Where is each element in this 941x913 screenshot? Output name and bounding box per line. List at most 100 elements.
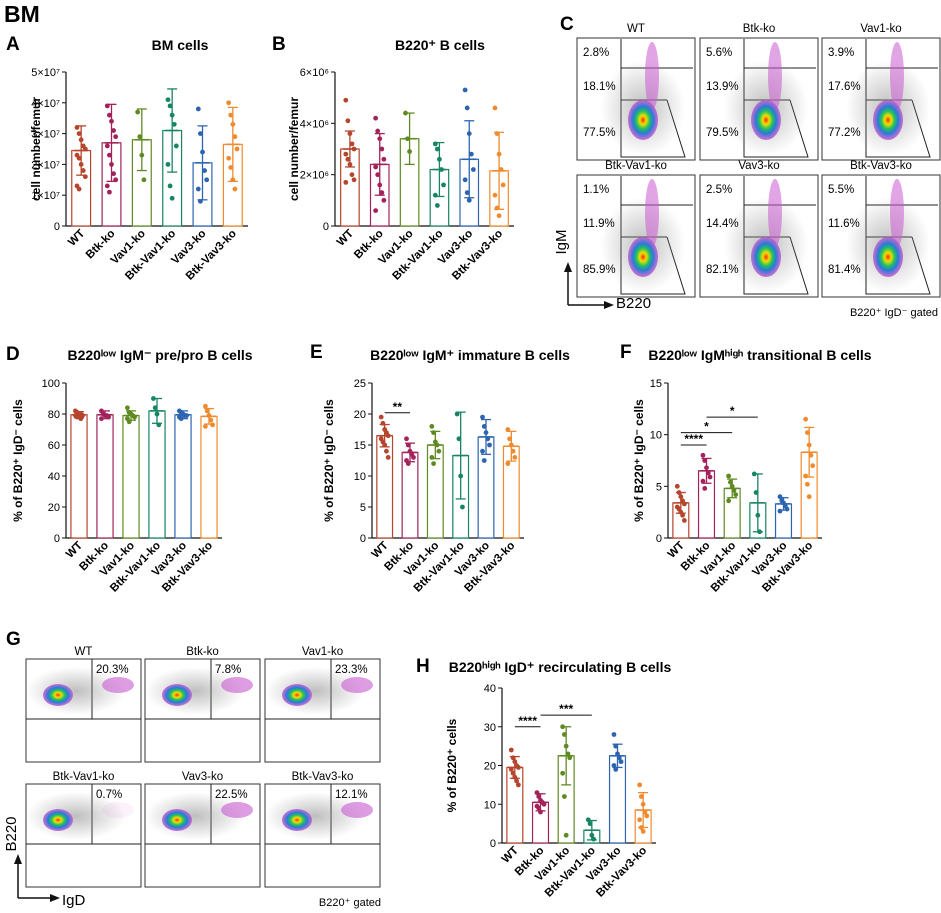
y-tick-label: 0: [490, 838, 496, 850]
data-point: [141, 177, 147, 183]
data-point: [777, 508, 783, 514]
data-point: [78, 162, 84, 167]
gate-pct: 0.7%: [96, 789, 122, 801]
data-point: [514, 778, 520, 784]
data-point: [753, 490, 759, 495]
flow-x-axis-label: IgD: [62, 892, 86, 909]
significance-label: ****: [684, 432, 703, 446]
data-point: [437, 156, 442, 162]
data-point: [704, 465, 709, 471]
cell-density: [873, 237, 903, 277]
bar: [200, 415, 218, 539]
data-point: [228, 112, 234, 118]
data-point: [198, 131, 203, 137]
data-point: [487, 442, 492, 448]
data-point: [585, 817, 591, 823]
data-point: [156, 422, 162, 428]
bar: [70, 414, 88, 539]
data-point: [492, 192, 498, 198]
data-point: [637, 817, 643, 823]
data-point: [195, 186, 201, 192]
data-point: [104, 103, 110, 109]
data-point: [195, 106, 201, 112]
y-tick-label: 2×10⁶: [300, 170, 329, 182]
cell-streak: [645, 179, 659, 247]
data-point: [464, 190, 470, 196]
data-point: [111, 128, 116, 133]
y-tick-label: 3×10⁷: [31, 129, 60, 141]
y-tick-label: 15: [354, 440, 366, 452]
data-point: [563, 743, 569, 749]
data-point: [591, 836, 597, 842]
data-point: [104, 183, 110, 189]
data-point: [228, 165, 234, 170]
panel-label-e: E: [310, 342, 323, 363]
data-point: [99, 416, 104, 422]
chart-e: B220ˡᵒʷ IgM⁺ immature B cells 0 5 10 15 20 25%…: [322, 347, 570, 595]
data-point: [454, 411, 460, 417]
data-point: [726, 498, 732, 504]
gate-pct-top: 5.6%: [706, 47, 732, 59]
data-point: [113, 177, 119, 183]
data-point: [466, 197, 472, 203]
y-tick-label: 25: [354, 378, 366, 390]
data-point: [351, 177, 357, 183]
chart-title: B220ˡᵒʷ IgMʰⁱᵍʰ transitional B cells: [648, 347, 871, 363]
cell-density-igd: [341, 677, 373, 693]
data-point: [589, 832, 595, 838]
bar: [401, 451, 419, 539]
data-point: [78, 416, 84, 422]
data-point: [184, 413, 189, 418]
y-arrow-head: [14, 854, 22, 864]
data-point: [82, 146, 88, 152]
data-point: [405, 461, 411, 466]
gate-pct-mid: 18.1%: [583, 81, 616, 93]
y-arrow-head: [564, 262, 572, 272]
chart-title: B220⁺ B cells: [395, 37, 485, 53]
y-tick-label: 5×10⁷: [31, 67, 60, 79]
y-tick-label: 40: [48, 471, 60, 483]
data-point: [561, 794, 567, 799]
data-point: [726, 473, 732, 479]
data-point: [733, 492, 739, 497]
data-point: [700, 452, 706, 458]
data-point: [534, 790, 540, 796]
flow-x-axis-label: B220: [616, 295, 651, 312]
cell-density: [162, 684, 192, 706]
flow-plot-title: Vav1-ko: [302, 646, 343, 658]
gate-pct-mid: 17.6%: [828, 81, 861, 93]
category-label: WT: [666, 540, 687, 561]
data-point: [375, 172, 381, 178]
panel-label-b: B: [272, 34, 286, 55]
data-point: [751, 471, 757, 477]
data-point: [674, 483, 680, 489]
data-point: [107, 189, 112, 195]
cell-density: [43, 684, 73, 706]
data-point: [615, 751, 620, 757]
data-point: [429, 424, 435, 429]
gate-pct-mid: 14.4%: [706, 218, 739, 230]
data-point: [382, 442, 388, 448]
gate-pct-top: 5.5%: [828, 184, 854, 196]
category-label: WT: [66, 228, 87, 249]
data-point: [727, 479, 733, 485]
data-point: [200, 149, 205, 155]
data-point: [74, 125, 80, 130]
data-point: [349, 141, 355, 147]
cell-density: [628, 100, 658, 140]
data-point: [405, 442, 411, 448]
chart-title: B220ˡᵒʷ IgM⁺ immature B cells: [370, 347, 570, 363]
data-point: [385, 433, 391, 439]
y-tick-label: 20: [484, 761, 496, 773]
data-point: [681, 518, 687, 523]
y-axis-label: % of B220⁺ IgD⁻ cells: [322, 399, 336, 522]
y-tick-label: 6×10⁶: [300, 67, 329, 79]
flow-y-axis-label: IgM: [553, 229, 570, 254]
data-point: [806, 494, 812, 500]
cell-density: [751, 237, 781, 277]
data-point: [378, 414, 384, 420]
data-point: [483, 430, 489, 435]
data-point: [496, 151, 502, 157]
data-point: [481, 458, 487, 463]
data-point: [343, 97, 349, 103]
